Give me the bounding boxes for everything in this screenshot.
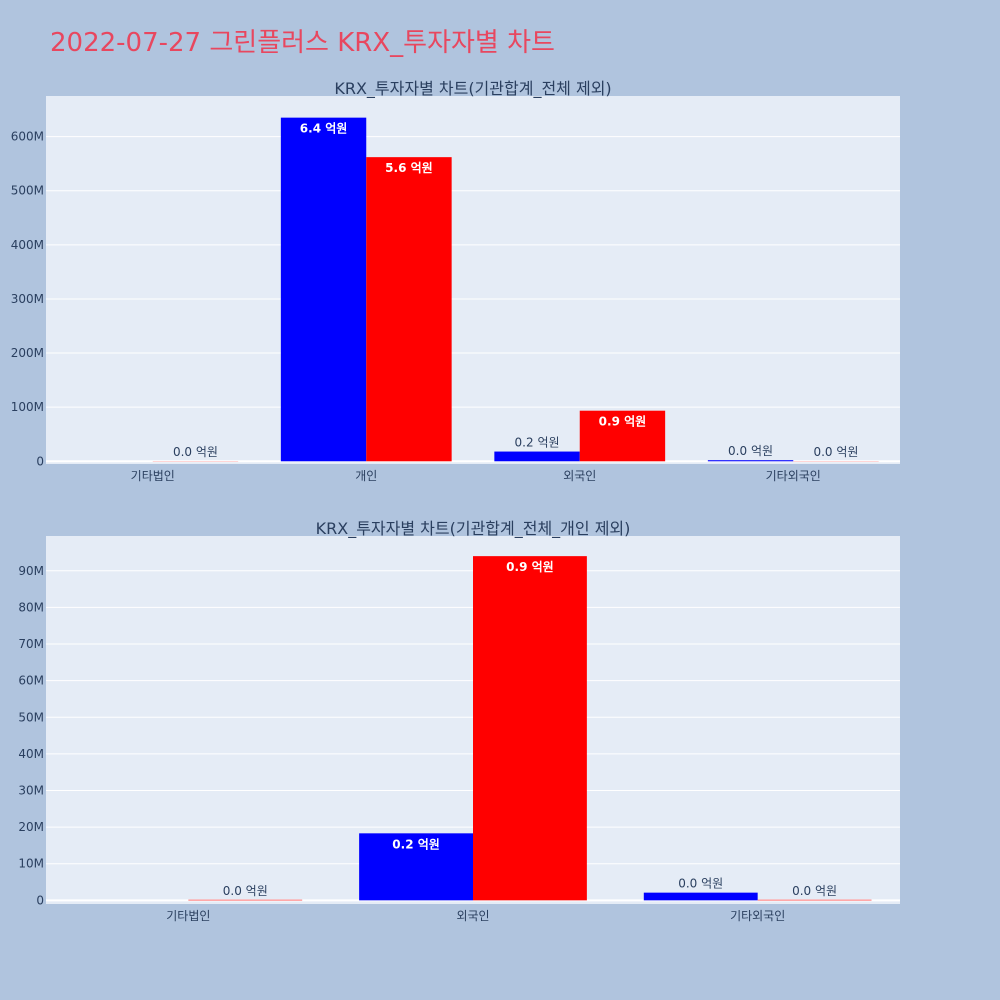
x-tick-label: 개인 (355, 469, 377, 483)
y-tick-label: 400M (11, 238, 44, 252)
y-tick-label: 30M (18, 783, 44, 797)
x-tick-label: 기타외국인 (766, 469, 821, 483)
x-tick-label: 기타법인 (131, 469, 175, 483)
bar (359, 833, 473, 901)
bar-data-label: 5.6 억원 (385, 161, 433, 175)
bar-data-label: 0.9 억원 (599, 415, 647, 429)
top-bar-chart: KRX_투자자별 차트(기관합계_전체 제외) 0 100M 200M 300M 400M… (11, 79, 900, 483)
y-tick-label: 0 (36, 454, 44, 468)
bar (707, 460, 794, 462)
bar (473, 556, 587, 901)
y-tick-label: 600M (11, 130, 44, 144)
bar-data-label: 0.0 억원 (813, 445, 858, 459)
bar-data-label: 0.0 억원 (792, 884, 837, 898)
bar-data-label: 0.0 억원 (678, 877, 723, 891)
bar-data-label: 0.9 억원 (506, 560, 554, 574)
chart-title: KRX_투자자별 차트(기관합계_전체_개인 제외) (316, 519, 631, 539)
page-title: 2022-07-27 그린플러스 KRX_투자자별 차트 (50, 28, 555, 58)
y-tick-label: 60M (18, 674, 44, 688)
bar-data-label: 0.0 억원 (223, 884, 268, 898)
y-tick-label: 50M (18, 710, 44, 724)
y-tick-label: 200M (11, 346, 44, 360)
bar-data-label: 6.4 억원 (300, 122, 348, 136)
bar-data-label: 0.2 억원 (515, 436, 560, 450)
bar (188, 899, 303, 901)
bar (579, 410, 666, 462)
plot-area (46, 96, 900, 464)
bar (280, 117, 367, 462)
chart-title: KRX_투자자별 차트(기관합계_전체 제외) (334, 79, 611, 99)
y-tick-label: 70M (18, 637, 44, 651)
y-tick-label: 0 (36, 893, 44, 907)
y-tick-label: 90M (18, 564, 44, 578)
y-tick-label: 10M (18, 857, 44, 871)
bar-data-label: 0.0 억원 (173, 445, 218, 459)
y-tick-label: 500M (11, 184, 44, 198)
y-tick-label: 100M (11, 400, 44, 414)
x-tick-label: 기타외국인 (730, 909, 785, 923)
x-tick-label: 기타법인 (166, 909, 210, 923)
bar (366, 157, 452, 462)
y-tick-label: 20M (18, 820, 44, 834)
y-tick-label: 80M (18, 600, 44, 614)
x-tick-label: 외국인 (456, 909, 489, 923)
bar (757, 899, 872, 901)
bar (494, 451, 580, 462)
bar-data-label: 0.2 억원 (392, 837, 440, 851)
bottom-bar-chart: KRX_투자자별 차트(기관합계_전체_개인 제외) 0 10M 20M 30M 40M 5… (18, 519, 900, 923)
x-tick-label: 외국인 (563, 469, 596, 483)
bar (643, 892, 758, 901)
bar-data-label: 0.0 억원 (728, 444, 773, 458)
y-tick-label: 300M (11, 292, 44, 306)
y-tick-label: 40M (18, 747, 44, 761)
